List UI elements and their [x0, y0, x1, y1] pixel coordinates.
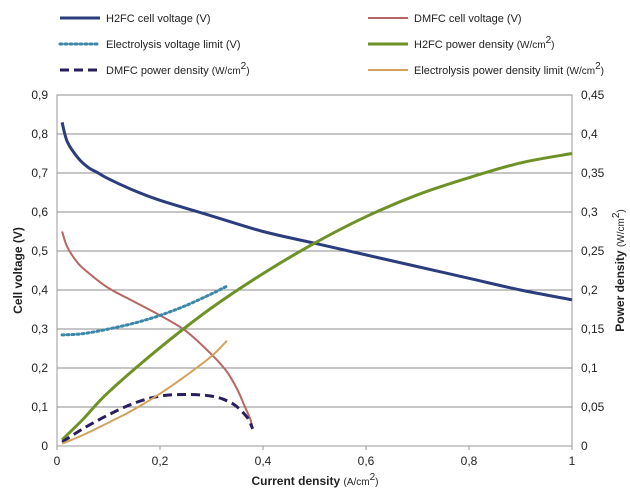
y-tick-label: 0,9 [31, 88, 48, 102]
y2-axis-title: Power density (W/cm2) [611, 209, 627, 332]
y2-tick-label: 0,4 [581, 127, 598, 141]
y2-tick-label: 0,35 [581, 166, 605, 180]
legend-label-4: DMFC power density (W/cm2) [106, 61, 250, 77]
plot-area [57, 95, 572, 446]
y-tick-label: 0 [41, 439, 48, 453]
y2-tick-label: 0,05 [581, 400, 605, 414]
y-axis-title: Cell voltage (V) [11, 227, 25, 314]
legend-label-0: H2FC cell voltage (V) [106, 13, 211, 25]
y-tick-label: 0,2 [31, 361, 48, 375]
series-line-4 [62, 395, 253, 443]
x-tick-label: 0 [54, 454, 61, 468]
x-tick-label: 0,8 [461, 454, 478, 468]
y-tick-label: 0,4 [31, 283, 48, 297]
y2-tick-label: 0,25 [581, 244, 605, 258]
y-tick-label: 0,6 [31, 205, 48, 219]
y-tick-label: 0,3 [31, 322, 48, 336]
y2-tick-label: 0,1 [581, 361, 598, 375]
x-axis-title: Current density (A/cm2) [251, 472, 378, 488]
x-tick-label: 1 [569, 454, 576, 468]
y-tick-label: 0,8 [31, 127, 48, 141]
series-line-0 [62, 122, 572, 299]
y2-tick-label: 0,3 [581, 205, 598, 219]
legend-label-1: DMFC cell voltage (V) [414, 13, 522, 25]
y2-tick-label: 0 [581, 439, 588, 453]
series-line-3 [62, 154, 572, 440]
y-tick-label: 0,1 [31, 400, 48, 414]
y2-tick-label: 0,2 [581, 283, 598, 297]
legend-label-5: Electrolysis power density limit (W/cm2) [414, 61, 604, 77]
x-tick-label: 0,6 [358, 454, 375, 468]
y-tick-label: 0,5 [31, 244, 48, 258]
x-tick-label: 0,4 [255, 454, 272, 468]
y-tick-label: 0,7 [31, 166, 48, 180]
legend-label-2: Electrolysis voltage limit (V) [106, 39, 240, 51]
series-line-2 [62, 286, 227, 335]
series-line-5 [62, 341, 227, 444]
y2-tick-label: 0,45 [581, 88, 605, 102]
legend-label-3: H2FC power density (W/cm2) [414, 35, 555, 51]
y2-tick-label: 0,15 [581, 322, 605, 336]
x-tick-label: 0,2 [152, 454, 169, 468]
